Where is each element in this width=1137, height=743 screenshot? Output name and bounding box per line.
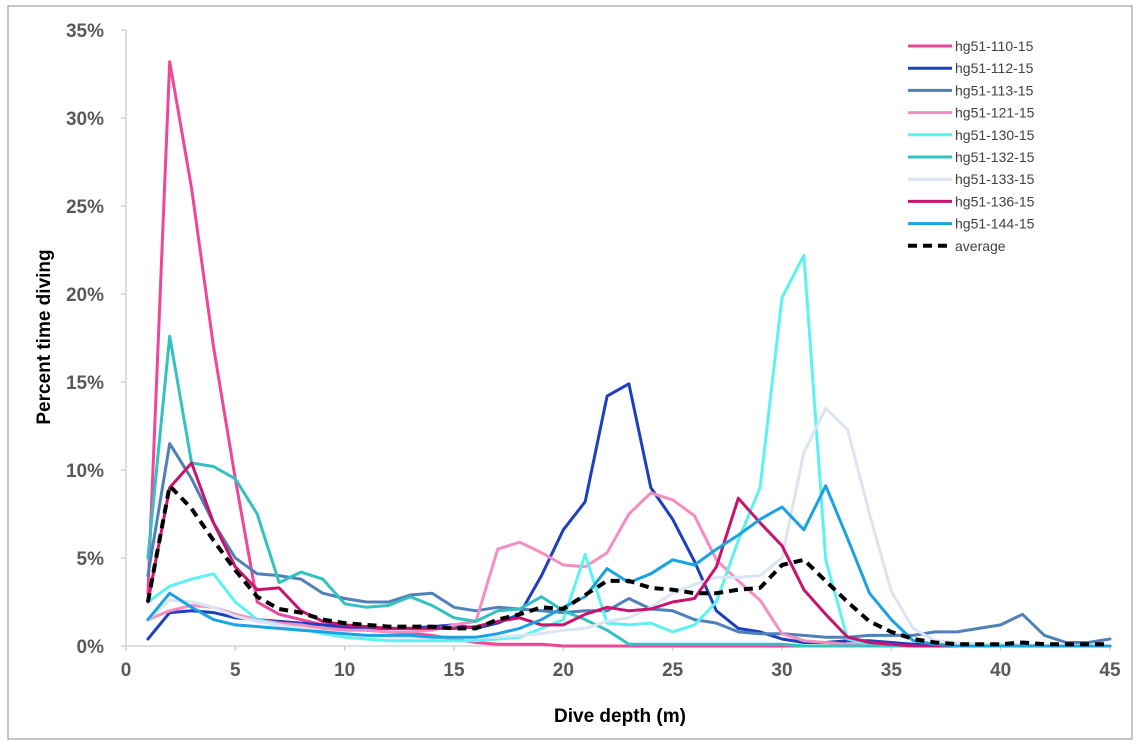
legend-label: hg51-121-15 — [955, 105, 1035, 121]
legend-label: hg51-112-15 — [955, 60, 1034, 76]
chart-border — [7, 5, 1133, 740]
legend-label: hg51-113-15 — [955, 82, 1034, 98]
x-tick-label: 45 — [1099, 660, 1121, 681]
series-line-hg51-113-15 — [146, 442, 1112, 644]
series-lines — [145, 60, 1112, 648]
legend-label: hg51-130-15 — [955, 127, 1035, 143]
y-tick-label: 35% — [66, 21, 104, 42]
legend-label: hg51-144-15 — [955, 216, 1035, 232]
x-tick-label: 10 — [334, 660, 355, 681]
legend-label: hg51-136-15 — [955, 193, 1035, 209]
legend: hg51-110-15 hg51-112-15 hg51-113-15 hg51-12… — [908, 38, 1035, 254]
x-axis-title: Dive depth (m) — [554, 706, 686, 727]
x-tick-label: 30 — [771, 660, 792, 681]
legend-label: average — [955, 238, 1006, 254]
legend-label: hg51-133-15 — [955, 171, 1035, 187]
y-tick-label: 15% — [66, 373, 104, 394]
y-tick-label: 20% — [66, 285, 104, 306]
x-tick-label: 35 — [881, 660, 903, 681]
y-tick-label: 30% — [66, 109, 104, 130]
x-tick-label: 20 — [553, 660, 574, 681]
legend-label: hg51-132-15 — [955, 149, 1035, 165]
x-tick-label: 15 — [443, 660, 465, 681]
y-tick-label: 25% — [66, 197, 104, 218]
y-tick-label: 5% — [77, 549, 105, 570]
y-tick-label: 10% — [66, 461, 104, 482]
x-tick-label: 40 — [990, 660, 1011, 681]
y-axis-title: Percent time diving — [34, 249, 55, 424]
x-tick-label: 5 — [230, 660, 241, 681]
x-tick-label: 25 — [662, 660, 684, 681]
y-tick-label: 0% — [77, 637, 105, 658]
series-line-average — [145, 483, 1110, 647]
x-tick-label: 0 — [121, 660, 132, 681]
legend-label: hg51-110-15 — [955, 38, 1034, 54]
